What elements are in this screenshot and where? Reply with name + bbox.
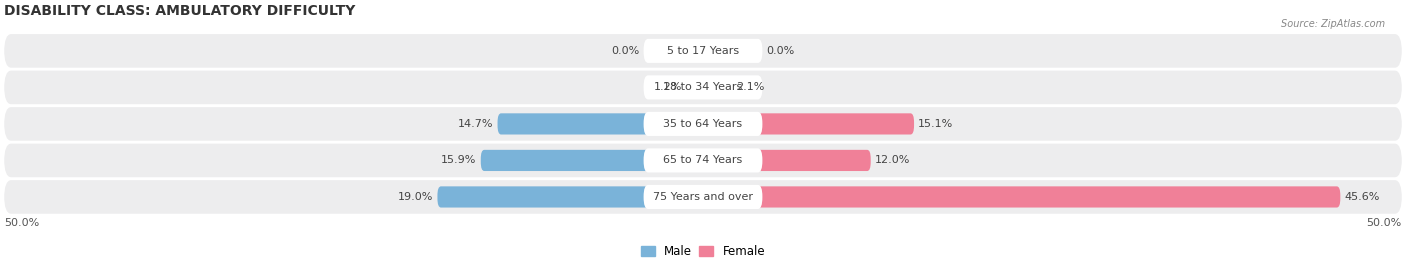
Legend: Male, Female: Male, Female: [636, 240, 770, 263]
FancyBboxPatch shape: [437, 186, 703, 207]
Text: 12.0%: 12.0%: [875, 155, 910, 165]
FancyBboxPatch shape: [4, 180, 1402, 214]
FancyBboxPatch shape: [686, 77, 703, 98]
Text: 19.0%: 19.0%: [398, 192, 433, 202]
FancyBboxPatch shape: [481, 150, 703, 171]
FancyBboxPatch shape: [644, 39, 762, 63]
FancyBboxPatch shape: [644, 185, 762, 209]
Text: 18 to 34 Years: 18 to 34 Years: [664, 82, 742, 92]
Text: 15.9%: 15.9%: [441, 155, 477, 165]
FancyBboxPatch shape: [4, 144, 1402, 177]
Text: DISABILITY CLASS: AMBULATORY DIFFICULTY: DISABILITY CLASS: AMBULATORY DIFFICULTY: [4, 4, 356, 18]
Text: 5 to 17 Years: 5 to 17 Years: [666, 46, 740, 56]
FancyBboxPatch shape: [703, 186, 1340, 207]
FancyBboxPatch shape: [644, 112, 762, 136]
Text: 14.7%: 14.7%: [458, 119, 494, 129]
Text: 0.0%: 0.0%: [766, 46, 794, 56]
Text: 45.6%: 45.6%: [1344, 192, 1379, 202]
FancyBboxPatch shape: [644, 148, 762, 173]
FancyBboxPatch shape: [4, 34, 1402, 68]
FancyBboxPatch shape: [644, 75, 762, 99]
Text: 65 to 74 Years: 65 to 74 Years: [664, 155, 742, 165]
FancyBboxPatch shape: [703, 113, 914, 135]
FancyBboxPatch shape: [4, 70, 1402, 104]
Text: 50.0%: 50.0%: [4, 218, 39, 228]
Text: 15.1%: 15.1%: [918, 119, 953, 129]
Text: 50.0%: 50.0%: [1367, 218, 1402, 228]
Text: 0.0%: 0.0%: [612, 46, 640, 56]
Text: 35 to 64 Years: 35 to 64 Years: [664, 119, 742, 129]
Text: 2.1%: 2.1%: [737, 82, 765, 92]
Text: 1.2%: 1.2%: [654, 82, 682, 92]
FancyBboxPatch shape: [4, 107, 1402, 141]
FancyBboxPatch shape: [498, 113, 703, 135]
FancyBboxPatch shape: [703, 150, 870, 171]
FancyBboxPatch shape: [703, 77, 733, 98]
Text: Source: ZipAtlas.com: Source: ZipAtlas.com: [1281, 19, 1385, 29]
Text: 75 Years and over: 75 Years and over: [652, 192, 754, 202]
